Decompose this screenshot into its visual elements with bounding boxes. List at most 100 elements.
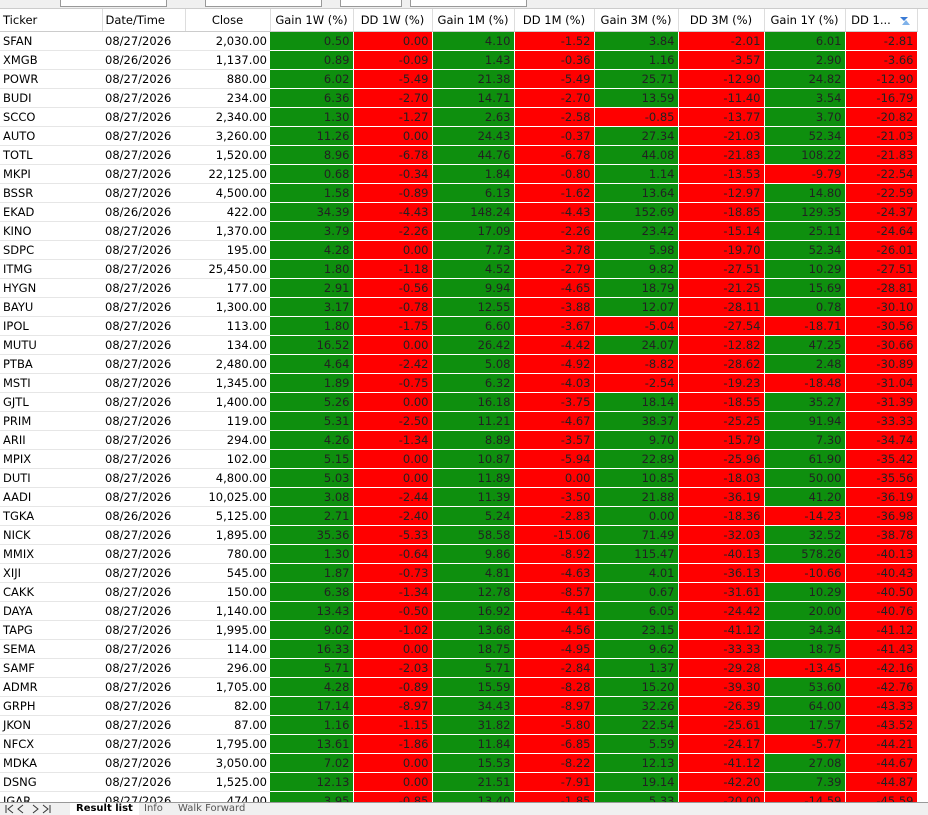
row[interactable]: GRPH 08/27/2026 82.00 17.14 -8.97 34.43 -8.97 3… — [0, 696, 918, 716]
column-header[interactable]: Gain 1M (%) — [432, 9, 515, 32]
cell: -8.97 — [514, 696, 595, 716]
cell: 2.63 — [432, 107, 515, 127]
column-header[interactable]: Ticker — [0, 9, 103, 32]
cell: -36.13 — [678, 563, 765, 583]
cell: 12.55 — [432, 297, 515, 317]
row[interactable]: DSNG 08/27/2026 1,525.00 12.13 0.00 21.51 -7.9… — [0, 772, 918, 792]
cell: 64.00 — [764, 696, 846, 716]
cell: 1.80 — [270, 316, 354, 336]
sheet-tab[interactable]: Info — [144, 803, 163, 814]
row[interactable]: DAYA 08/27/2026 1,140.00 13.43 -0.50 16.92 -4.… — [0, 601, 918, 621]
cell: 13.64 — [594, 183, 679, 203]
row[interactable]: SFAN 08/27/2026 2,030.00 0.50 0.00 4.10 -1.52 3… — [0, 31, 918, 51]
column-header[interactable]: DD 3M (%) — [678, 9, 765, 32]
row[interactable]: CAKK 08/27/2026 150.00 6.38 -1.34 12.78 -8.57 0… — [0, 582, 918, 602]
cell: -27.51 — [845, 259, 918, 279]
cell: -2.44 — [353, 487, 433, 507]
cell: -33.33 — [845, 411, 918, 431]
cell: 08/27/2026 — [102, 297, 185, 317]
row[interactable]: ITMG 08/27/2026 25,450.00 1.80 -1.18 4.52 -2.7… — [0, 259, 918, 279]
cell: 150.00 — [185, 582, 270, 602]
cell: -26.01 — [845, 240, 918, 260]
cell: 1.80 — [270, 259, 354, 279]
row[interactable]: ARII 08/27/2026 294.00 4.26 -1.34 8.89 -3.57 9.… — [0, 430, 918, 450]
row[interactable]: MSTI 08/27/2026 1,345.00 1.89 -0.75 6.32 -4.03… — [0, 373, 918, 393]
cell: 5.31 — [270, 411, 354, 431]
row[interactable]: PRIM 08/27/2026 119.00 5.31 -2.50 11.21 -4.67 3… — [0, 411, 918, 431]
row[interactable]: BSSR 08/27/2026 4,500.00 1.58 -0.89 6.13 -1.62… — [0, 183, 918, 203]
cell: -3.67 — [514, 316, 595, 336]
row[interactable]: MMIX 08/27/2026 780.00 1.30 -0.64 9.86 -8.92 11… — [0, 544, 918, 564]
row[interactable]: IPOL 08/27/2026 113.00 1.80 -1.75 6.60 -3.67 -5… — [0, 316, 918, 336]
input — [60, 0, 167, 7]
row[interactable]: TAPG 08/27/2026 1,995.00 9.02 -1.02 13.68 -4.5… — [0, 620, 918, 640]
row[interactable]: NICK 08/27/2026 1,895.00 35.36 -5.33 58.58 -15… — [0, 525, 918, 545]
cell: -7.91 — [514, 772, 595, 792]
cell: 10,025.00 — [185, 487, 270, 507]
sheet-tab[interactable]: Walk Forward — [178, 803, 246, 814]
row[interactable]: TOTL 08/27/2026 1,520.00 8.96 -6.78 44.76 -6.7… — [0, 145, 918, 165]
row[interactable]: SAMF 08/27/2026 296.00 5.71 -2.03 5.71 -2.84 1.… — [0, 658, 918, 678]
row[interactable]: SEMA 08/27/2026 114.00 16.33 0.00 18.75 -4.95 9… — [0, 639, 918, 659]
column-header[interactable]: Gain 1Y (%) — [764, 9, 846, 32]
row[interactable]: SDPC 08/27/2026 195.00 4.28 0.00 7.73 -3.78 5.9… — [0, 240, 918, 260]
row[interactable]: DUTI 08/27/2026 4,800.00 5.03 0.00 11.89 0.00 1… — [0, 468, 918, 488]
cell: -15.14 — [678, 221, 765, 241]
row[interactable]: MUTU 08/27/2026 134.00 16.52 0.00 26.42 -4.42 2… — [0, 335, 918, 355]
cell: 38.37 — [594, 411, 679, 431]
row[interactable]: SCCO 08/27/2026 2,340.00 1.30 -1.27 2.63 -2.58… — [0, 107, 918, 127]
cell: MDKA — [0, 753, 102, 773]
row[interactable]: MKPI 08/27/2026 22,125.00 0.68 -0.34 1.84 -0.8… — [0, 164, 918, 184]
sheet-tabs: Result list Info Walk Forward — [0, 802, 928, 815]
row[interactable]: HYGN 08/27/2026 177.00 2.91 -0.56 9.94 -4.65 18… — [0, 278, 918, 298]
cell: POWR — [0, 69, 102, 89]
sheet-tab[interactable]: Result list — [70, 803, 139, 815]
row[interactable]: XIJI 08/27/2026 545.00 1.87 -0.73 4.81 -4.63 4.… — [0, 563, 918, 583]
sort-icon[interactable] — [899, 16, 911, 26]
cell: 3,050.00 — [185, 753, 270, 773]
cell: -2.81 — [845, 31, 918, 51]
cell: 1,795.00 — [185, 734, 270, 754]
column-header[interactable]: DD 1... — [845, 9, 918, 32]
column-header[interactable]: Date/Time — [102, 9, 186, 32]
column-header[interactable]: Close — [185, 9, 271, 32]
row[interactable]: ADMR 08/27/2026 1,705.00 4.28 -0.89 15.59 -8.2… — [0, 677, 918, 697]
column-header[interactable]: Gain 1W (%) — [270, 9, 354, 32]
cell: -0.09 — [353, 50, 433, 70]
cell: 4.01 — [594, 563, 679, 583]
row[interactable]: MDKA 08/27/2026 3,050.00 7.02 0.00 15.53 -8.22… — [0, 753, 918, 773]
cell: 10.29 — [764, 582, 846, 602]
cell: 1,140.00 — [185, 601, 270, 621]
column-header[interactable]: DD 1M (%) — [514, 9, 595, 32]
cell: 10.29 — [764, 259, 846, 279]
result-table: Ticker Date/Time Close Gain 1W (%) DD 1W (%)… — [0, 9, 918, 811]
cell: 1,995.00 — [185, 620, 270, 640]
row[interactable]: KINO 08/27/2026 1,370.00 3.79 -2.26 17.09 -2.2… — [0, 221, 918, 241]
row[interactable]: GJTL 08/27/2026 1,400.00 5.26 0.00 16.18 -3.75… — [0, 392, 918, 412]
cell: 5.71 — [270, 658, 354, 678]
cell: 21.51 — [432, 772, 515, 792]
row[interactable]: EKAD 08/26/2026 422.00 34.39 -4.43 148.24 -4.4… — [0, 202, 918, 222]
row[interactable]: TGKA 08/26/2026 5,125.00 2.71 -2.40 5.24 -2.83… — [0, 506, 918, 526]
cell: 9.70 — [594, 430, 679, 450]
row[interactable]: AUTO 08/27/2026 3,260.00 11.26 0.00 24.43 -0.3… — [0, 126, 918, 146]
cell: -0.36 — [514, 50, 595, 70]
cell: 0.67 — [594, 582, 679, 602]
cell: 5.08 — [432, 354, 515, 374]
row[interactable]: BAYU 08/27/2026 1,300.00 3.17 -0.78 12.55 -3.8… — [0, 297, 918, 317]
row[interactable]: AADI 08/27/2026 10,025.00 3.08 -2.44 11.39 -3.… — [0, 487, 918, 507]
row[interactable]: BUDI 08/27/2026 234.00 6.36 -2.70 14.71 -2.70 1… — [0, 88, 918, 108]
cell: 08/26/2026 — [102, 202, 185, 222]
row[interactable]: PTBA 08/27/2026 2,480.00 4.64 -2.42 5.08 -4.92… — [0, 354, 918, 374]
row[interactable]: JKON 08/27/2026 87.00 1.16 -1.15 31.82 -5.80 22… — [0, 715, 918, 735]
cell: 1,300.00 — [185, 297, 270, 317]
column-header[interactable]: DD 1W (%) — [353, 9, 433, 32]
cell: MMIX — [0, 544, 102, 564]
cell: 82.00 — [185, 696, 270, 716]
row[interactable]: NFCX 08/27/2026 1,795.00 13.61 -1.86 11.84 -6.… — [0, 734, 918, 754]
row[interactable]: XMGB 08/26/2026 1,137.00 0.89 -0.09 1.43 -0.36… — [0, 50, 918, 70]
row[interactable]: POWR 08/27/2026 880.00 6.02 -5.49 21.38 -5.49 2… — [0, 69, 918, 89]
row[interactable]: MPIX 08/27/2026 102.00 5.15 0.00 10.87 -5.94 22… — [0, 449, 918, 469]
cell: SAMF — [0, 658, 102, 678]
column-header[interactable]: Gain 3M (%) — [594, 9, 679, 32]
